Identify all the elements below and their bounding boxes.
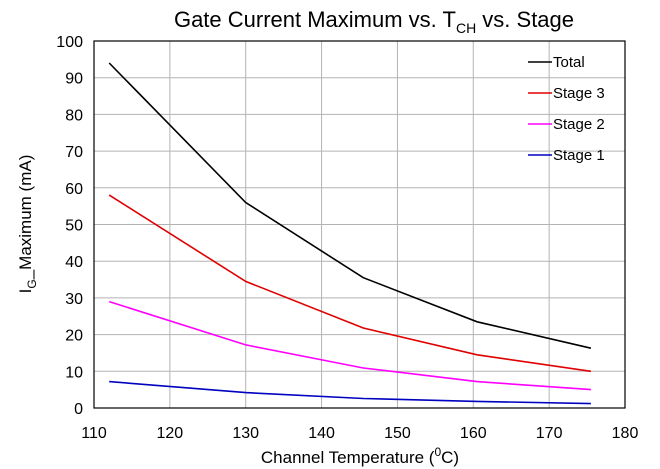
legend-label-stage-1: Stage 1 bbox=[553, 147, 605, 164]
legend-label-stage-3: Stage 3 bbox=[553, 85, 605, 102]
y-tick-labels: 0 10 20 30 40 50 60 70 80 90 100 bbox=[56, 34, 83, 418]
y-tick-label: 30 bbox=[65, 291, 83, 308]
legend-label-total: Total bbox=[553, 54, 585, 71]
x-tick-label: 110 bbox=[81, 425, 107, 442]
chart-title: Gate Current Maximum vs. TCH vs. Stage bbox=[174, 7, 574, 36]
x-axis-title: Channel Temperature (0C) bbox=[261, 445, 459, 467]
series-line-stage-3 bbox=[108, 194, 592, 373]
series-lines bbox=[108, 62, 592, 405]
y-axis-title-subscript: G bbox=[25, 279, 39, 288]
plot-frame bbox=[93, 40, 626, 409]
y-tick-label: 80 bbox=[65, 107, 83, 124]
series-line-stage-2 bbox=[108, 300, 591, 391]
series-line-stage-1 bbox=[109, 380, 591, 405]
x-tick-label: 130 bbox=[232, 425, 259, 442]
y-tick-label: 0 bbox=[74, 401, 83, 418]
legend-label-stage-2: Stage 2 bbox=[553, 116, 605, 133]
y-tick-label: 20 bbox=[65, 328, 83, 345]
y-tick-label: 100 bbox=[56, 34, 83, 51]
x-tick-labels: 110 120 130 140 150 160 170 180 bbox=[81, 425, 638, 442]
y-axis-title: IG_Maximum (mA) bbox=[16, 155, 39, 294]
y-tick-label: 10 bbox=[65, 364, 83, 381]
y-tick-label: 50 bbox=[65, 218, 83, 235]
x-axis-title-superscript: 0 bbox=[434, 445, 441, 459]
x-tick-label: 120 bbox=[157, 425, 184, 442]
x-tick-label: 170 bbox=[536, 425, 563, 442]
x-tick-label: 140 bbox=[308, 425, 335, 442]
x-tick-label: 160 bbox=[460, 425, 487, 442]
y-tick-label: 70 bbox=[65, 144, 83, 161]
y-tick-label: 40 bbox=[65, 254, 83, 271]
grid-lines bbox=[94, 41, 625, 408]
series-line-total bbox=[108, 62, 592, 349]
y-tick-label: 90 bbox=[65, 71, 83, 88]
x-tick-label: 150 bbox=[384, 425, 411, 442]
legend: Total Stage 3 Stage 2 Stage 1 bbox=[528, 54, 605, 164]
chart-title-subscript: CH bbox=[456, 20, 476, 36]
y-tick-label: 60 bbox=[65, 181, 83, 198]
x-tick-label: 180 bbox=[612, 425, 639, 442]
